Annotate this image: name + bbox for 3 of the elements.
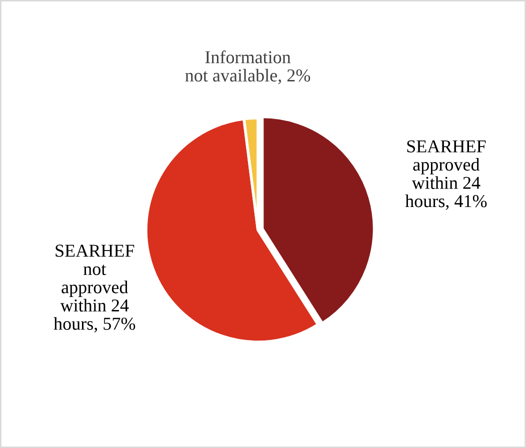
- slice-label: SEARHEF approved within 24 hours, 41%: [405, 140, 487, 210]
- slice-label: SEARHEF not approved within 24 hours, 57%: [54, 244, 136, 332]
- slice-label: Information not available, 2%: [185, 50, 310, 84]
